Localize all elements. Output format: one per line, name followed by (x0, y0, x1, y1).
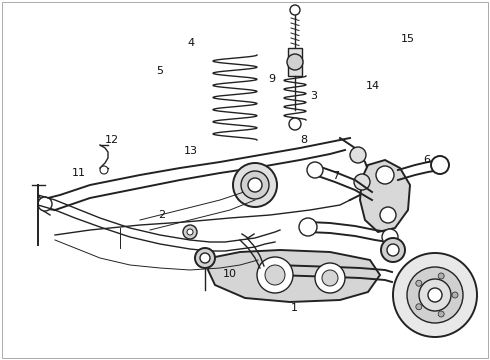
Circle shape (257, 257, 293, 293)
Text: 11: 11 (72, 168, 85, 178)
Circle shape (431, 156, 449, 174)
Circle shape (233, 163, 277, 207)
Circle shape (380, 207, 396, 223)
Text: 6: 6 (423, 155, 430, 165)
Text: 5: 5 (156, 66, 163, 76)
Text: 4: 4 (188, 38, 195, 48)
Circle shape (438, 273, 444, 279)
Text: 7: 7 (332, 171, 339, 181)
Polygon shape (360, 160, 410, 232)
Circle shape (438, 311, 444, 317)
Circle shape (290, 5, 300, 15)
Text: 8: 8 (300, 135, 307, 145)
Circle shape (266, 262, 282, 278)
Circle shape (416, 280, 422, 286)
Text: 12: 12 (105, 135, 119, 145)
Circle shape (354, 174, 370, 190)
Circle shape (350, 147, 366, 163)
Circle shape (200, 253, 210, 263)
Circle shape (299, 218, 317, 236)
Text: 13: 13 (184, 146, 198, 156)
Circle shape (315, 263, 345, 293)
Circle shape (428, 288, 442, 302)
Circle shape (416, 304, 422, 310)
Text: 15: 15 (401, 34, 415, 44)
Text: 2: 2 (158, 210, 165, 220)
Circle shape (183, 225, 197, 239)
Circle shape (265, 265, 285, 285)
Text: 1: 1 (291, 303, 297, 313)
Circle shape (38, 197, 52, 211)
Circle shape (100, 166, 108, 174)
Circle shape (307, 162, 323, 178)
Circle shape (195, 248, 215, 268)
Circle shape (187, 229, 193, 235)
Text: 3: 3 (310, 91, 317, 102)
Circle shape (322, 270, 338, 286)
Circle shape (387, 244, 399, 256)
Circle shape (248, 178, 262, 192)
Circle shape (419, 279, 451, 311)
Circle shape (452, 292, 458, 298)
Circle shape (287, 54, 303, 70)
Circle shape (241, 171, 269, 199)
Text: 10: 10 (223, 269, 237, 279)
FancyBboxPatch shape (288, 48, 302, 76)
Circle shape (382, 229, 398, 245)
Text: 14: 14 (367, 81, 380, 91)
Polygon shape (208, 250, 380, 302)
Text: 9: 9 (269, 74, 275, 84)
Circle shape (393, 253, 477, 337)
Circle shape (376, 166, 394, 184)
Circle shape (381, 238, 405, 262)
Circle shape (289, 118, 301, 130)
Circle shape (407, 267, 463, 323)
